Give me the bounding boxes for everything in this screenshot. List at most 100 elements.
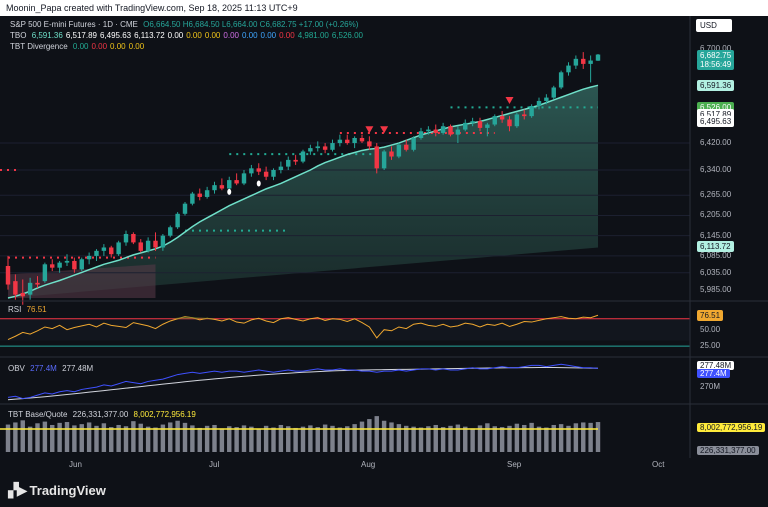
obv-pane xyxy=(7,363,599,401)
volume-bar xyxy=(536,426,542,452)
price-badge: 6,517.89 xyxy=(697,109,735,121)
candle-body xyxy=(573,58,579,66)
tbo-cloud-band xyxy=(8,85,598,299)
rsi-tick: 25.00 xyxy=(700,341,721,351)
price-tick: 6,035.00 xyxy=(700,267,732,277)
volume-bar xyxy=(308,425,313,452)
volume-bar xyxy=(153,427,158,452)
price-badge: 18:56:49 xyxy=(697,58,735,70)
rsi-tick: 50.00 xyxy=(700,324,721,334)
candle-body xyxy=(263,171,269,177)
volume-bar xyxy=(160,424,166,452)
tradingview-logo[interactable]: ▞▶ TradingView xyxy=(8,482,106,499)
divergence-value: 0.00 xyxy=(91,42,108,51)
tbo-value: 0.00 xyxy=(167,31,184,40)
tbo-value: 0.00 xyxy=(186,31,202,40)
time-tick: Aug xyxy=(361,460,376,469)
volume-bar xyxy=(374,416,379,452)
rsi-value: 76.51 xyxy=(26,305,47,314)
volume-bar xyxy=(337,427,343,452)
candle-body xyxy=(359,138,365,142)
sell-signal-marker xyxy=(380,126,389,134)
volume-bar xyxy=(131,421,136,452)
symbol-title[interactable]: S&P 500 E-mini Futures · 1D · CME xyxy=(10,20,138,29)
volume-bar xyxy=(426,426,431,452)
volume-bar xyxy=(138,423,143,452)
candle-body xyxy=(271,170,276,177)
volume-bar xyxy=(204,425,210,452)
volume-bar xyxy=(72,425,77,452)
volume-bar xyxy=(13,422,18,452)
price-badge: 6,682.75 xyxy=(697,49,735,61)
price-tick: 6,145.00 xyxy=(700,230,732,240)
candle-body xyxy=(558,72,564,88)
candle-body xyxy=(433,129,438,133)
tbo-values: 6,591.36 6,517.89 6,495.63 6,113.72 0.00 0.00… xyxy=(32,31,366,40)
candle-body xyxy=(197,193,202,197)
candle-body xyxy=(507,119,512,127)
brand-name: TradingView xyxy=(29,483,106,498)
price-axis[interactable]: 6,700.00 6,420.00 6,340.00 6,265.00 6,205.00… xyxy=(694,16,768,479)
candle-body xyxy=(389,151,394,157)
candle-body xyxy=(477,121,483,128)
volume-bar xyxy=(145,426,151,452)
volume-bar xyxy=(20,420,25,452)
volume-bar xyxy=(588,422,593,452)
divergence-label[interactable]: TBT Divergence xyxy=(10,42,68,51)
rsi-label[interactable]: RSI xyxy=(8,305,22,314)
volume-bar xyxy=(381,420,387,452)
sell-signal-marker xyxy=(365,126,374,134)
volume-bar xyxy=(219,428,225,452)
obv-badge: 277.48M xyxy=(697,361,735,370)
candle-body xyxy=(190,193,195,204)
candle-body xyxy=(595,54,601,61)
candle-body xyxy=(566,65,571,73)
candle-body xyxy=(5,266,11,285)
volume-bar xyxy=(345,426,350,452)
sell-signal-marker xyxy=(505,96,514,104)
volume-bar xyxy=(433,424,438,452)
volume-bar xyxy=(514,423,520,452)
time-tick: Oct xyxy=(652,460,665,469)
candle-body xyxy=(404,144,409,150)
volume-bar xyxy=(315,427,320,452)
currency-label: USD xyxy=(700,21,717,30)
tbo-value: 6,526.00 xyxy=(331,31,363,40)
candle-body xyxy=(286,159,291,167)
time-tick: Jul xyxy=(209,460,220,469)
volume-bar xyxy=(182,422,188,452)
candle-body xyxy=(27,282,33,295)
base-quote-value-2: 8,002,772,956.19 xyxy=(133,410,196,419)
volume-bar xyxy=(234,427,239,452)
volume-bar xyxy=(57,422,62,452)
base-quote-value-1: 226,331,377.00 xyxy=(72,410,129,419)
obv-label[interactable]: OBV xyxy=(8,364,25,373)
volume-bar xyxy=(271,427,276,452)
time-axis[interactable]: Jun Jul Aug Sep Oct xyxy=(0,458,690,472)
currency-button[interactable]: USD xyxy=(696,19,732,32)
rsi-legend: RSI 76.51 xyxy=(8,305,50,314)
volume-bar xyxy=(389,422,394,452)
candle-body xyxy=(322,146,328,150)
rsi-badge: 76.51 xyxy=(697,310,724,322)
volume-bar xyxy=(492,426,497,452)
base-quote-label[interactable]: TBT Base/Quote xyxy=(8,410,68,419)
obv-ma-line xyxy=(7,366,599,401)
candle-body xyxy=(138,242,143,251)
candle-body xyxy=(234,180,239,184)
candle-body xyxy=(522,114,527,117)
obv-badge: 277.4M xyxy=(697,369,730,378)
candle-body xyxy=(411,138,416,150)
tbo-value: 0.00 xyxy=(260,31,277,40)
candle-body xyxy=(536,100,542,106)
price-tick: 6,700.00 xyxy=(700,43,732,53)
candle-body xyxy=(241,173,247,184)
candle-body xyxy=(426,129,431,132)
volume-bar xyxy=(544,427,549,452)
tbo-label[interactable]: TBO xyxy=(10,31,27,40)
volume-pane xyxy=(0,416,601,452)
gridlines xyxy=(0,142,690,274)
volume-bar xyxy=(522,424,527,452)
volume-bar xyxy=(94,425,99,452)
